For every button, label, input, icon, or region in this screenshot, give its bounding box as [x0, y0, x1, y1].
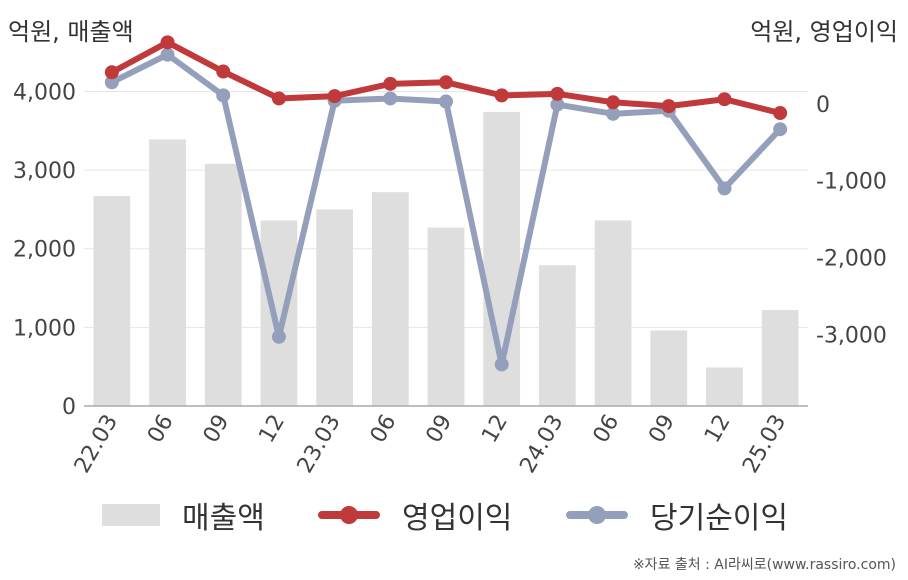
left-axis-tick-label: 3,000: [13, 159, 76, 184]
x-axis-tick-label: 22.03: [70, 411, 123, 478]
x-axis-tick-label: 09: [422, 411, 458, 448]
operating-point: [271, 91, 286, 106]
operating-point: [327, 89, 342, 104]
net-point: [439, 94, 453, 109]
source-credit: ※자료 출처 : AI라씨로(www.rassiro.com): [632, 557, 896, 573]
operating-point: [383, 76, 398, 91]
right-axis-tick-label: -2,000: [816, 247, 887, 272]
left-axis-unit-label: 억원, 매출액: [8, 18, 134, 46]
right-axis-unit-label: 억원, 영업이익: [750, 18, 898, 46]
left-axis-tick-label: 2,000: [13, 238, 76, 263]
revenue-bar: [594, 220, 632, 406]
x-axis-tick-label: 06: [143, 411, 179, 448]
operating-point: [606, 95, 621, 110]
x-axis-tick-label: 09: [644, 411, 680, 448]
revenue-bar: [316, 209, 353, 406]
operating-point: [104, 65, 119, 80]
legend-label-net: 당기순이익: [650, 501, 788, 536]
x-axis-tick-label: 25.03: [738, 411, 791, 478]
net-point: [606, 106, 621, 121]
operating-point: [160, 35, 175, 50]
operating-point: [550, 86, 565, 101]
legend-label-operating: 영업이익: [402, 501, 513, 536]
x-axis-tick-label: 09: [199, 411, 235, 448]
net-point: [773, 122, 788, 137]
left-axis-tick-label: 1,000: [13, 316, 76, 341]
net-point: [717, 181, 732, 196]
legend-item-revenue: 매출액: [102, 490, 265, 540]
revenue-bar: [371, 192, 409, 406]
revenue-bar: [204, 163, 242, 406]
x-axis-tick-label: 06: [589, 411, 625, 448]
operating-point: [494, 88, 509, 103]
operating-point: [439, 75, 453, 90]
revenue-bar: [761, 310, 799, 406]
net-point: [271, 329, 286, 344]
legend-swatch-revenue: [102, 504, 160, 526]
revenue-bar: [706, 367, 743, 406]
net-point: [494, 357, 509, 372]
x-axis-tick-label: 12: [254, 411, 290, 448]
x-axis-tick-label: 24.03: [515, 411, 568, 478]
revenue-bar: [539, 265, 576, 406]
x-axis-tick-label: 12: [700, 411, 736, 448]
combo-chart: 0 1,000 2,000 3,000 4,000 0 -1,000 -2,000 -3,000…: [13, 35, 887, 478]
left-axis-tick-label: 0: [62, 395, 76, 420]
revenue-bar: [650, 330, 688, 406]
x-axis-tick-label: 06: [366, 411, 402, 448]
right-axis-tick-label: -3,000: [816, 323, 887, 348]
right-axis-tick-label: 0: [816, 93, 830, 118]
operating-point: [717, 92, 732, 107]
legend-swatch-operating: [318, 503, 380, 527]
legend: 매출액 영업이익 당기순이익: [0, 490, 908, 540]
revenue-bar: [149, 139, 186, 406]
net-point: [383, 91, 398, 106]
x-axis-tick-label: 12: [477, 411, 513, 448]
net-point: [104, 75, 119, 90]
left-axis-tick-label: 4,000: [13, 80, 76, 105]
operating-point: [661, 99, 676, 114]
revenue-bar: [93, 196, 131, 406]
revenue-bar: [260, 220, 298, 406]
legend-item-operating: 영업이익: [318, 490, 512, 540]
operating-point: [773, 106, 788, 121]
revenue-bar: [427, 227, 465, 406]
legend-swatch-net: [566, 503, 628, 527]
net-point: [160, 47, 175, 62]
right-axis-tick-label: -1,000: [816, 170, 887, 195]
x-axis-tick-label: 23.03: [293, 411, 346, 478]
legend-label-revenue: 매출액: [182, 501, 265, 536]
net-point: [550, 97, 565, 112]
net-point: [216, 88, 231, 103]
legend-item-net: 당기순이익: [566, 490, 788, 540]
operating-point: [216, 64, 231, 79]
